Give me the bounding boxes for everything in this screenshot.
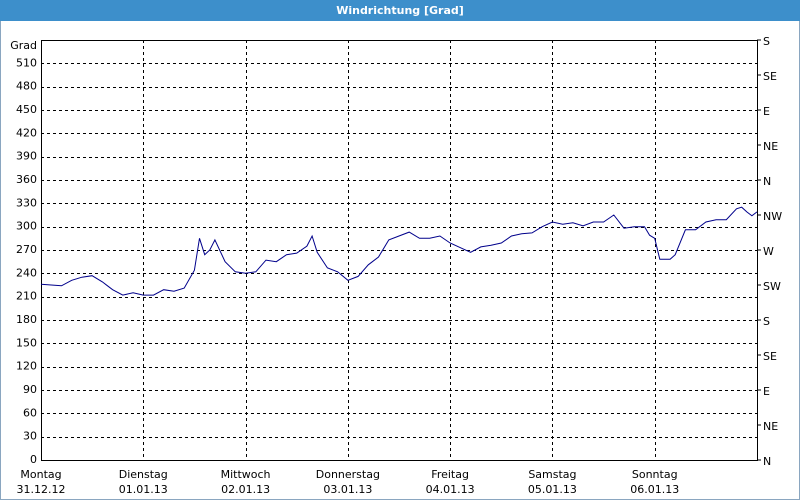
y-tick-label: 480	[16, 80, 37, 93]
y2-tick-label: W	[763, 245, 774, 258]
x-tick-date: 06.01.13	[630, 483, 679, 496]
y-tick-label: 120	[16, 360, 37, 373]
y-tick-label: 210	[16, 290, 37, 303]
data-line	[40, 206, 758, 296]
y2-tick-label: S	[763, 35, 770, 48]
x-tick-date: 31.12.12	[17, 483, 66, 496]
y2-tick-label: E	[763, 105, 770, 118]
x-tick-label: Dienstag	[119, 468, 168, 481]
chart-title: Windrichtung [Grad]	[336, 4, 464, 17]
y2-tick-label: N	[763, 175, 771, 188]
y2-tick-label: NE	[763, 140, 778, 153]
title-bar	[0, 0, 800, 21]
x-tick-label: Montag	[20, 468, 61, 481]
plot-border	[41, 40, 758, 461]
y-tick-label: 60	[23, 406, 37, 419]
y-tick-label: 270	[16, 243, 37, 256]
x-tick-date: 03.01.13	[323, 483, 372, 496]
y-tick-label: 420	[16, 126, 37, 139]
y-tick-label: 330	[16, 196, 37, 209]
y2-tick-label: SW	[763, 280, 781, 293]
y2-tick-label: SE	[763, 70, 777, 83]
x-tick-label: Samstag	[528, 468, 576, 481]
y2-tick-label: E	[763, 385, 770, 398]
y2-tick-label: S	[763, 315, 770, 328]
y2-tick-label: N	[763, 455, 771, 468]
x-tick-label: Freitag	[431, 468, 469, 481]
y-tick-label: 300	[16, 220, 37, 233]
y-tick-label: 30	[23, 430, 37, 443]
y-tick-label: 150	[16, 336, 37, 349]
y-tick-label: 90	[23, 383, 37, 396]
x-tick-label: Sonntag	[632, 468, 678, 481]
x-tick-date: 04.01.13	[426, 483, 475, 496]
y-axis-label: Grad	[10, 39, 37, 52]
y2-tick-label: SE	[763, 350, 777, 363]
y-tick-label: 450	[16, 103, 37, 116]
y-tick-label: 390	[16, 150, 37, 163]
y-tick-label: 180	[16, 313, 37, 326]
y-tick-label: 0	[30, 453, 37, 466]
y-tick-label: 510	[16, 56, 37, 69]
y-tick-label: 360	[16, 173, 37, 186]
y2-tick-label: NW	[763, 210, 782, 223]
y-tick-label: 240	[16, 266, 37, 279]
x-tick-date: 05.01.13	[528, 483, 577, 496]
x-tick-date: 02.01.13	[221, 483, 270, 496]
x-tick-label: Mittwoch	[221, 468, 271, 481]
x-tick-label: Donnerstag	[316, 468, 380, 481]
x-tick-date: 01.01.13	[119, 483, 168, 496]
y2-tick-label: NE	[763, 420, 778, 433]
